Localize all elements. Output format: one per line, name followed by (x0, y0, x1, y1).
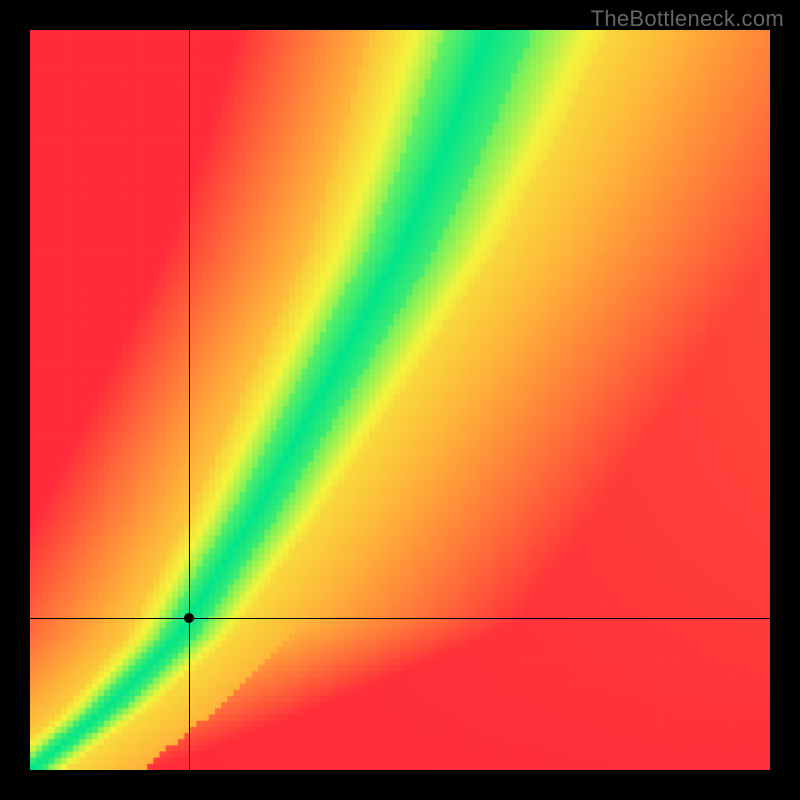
crosshair-vertical (189, 30, 190, 770)
heatmap-plot (30, 30, 770, 770)
crosshair-marker (184, 613, 194, 623)
watermark-text: TheBottleneck.com (591, 6, 784, 32)
crosshair-horizontal (30, 618, 770, 619)
heatmap-canvas (30, 30, 770, 770)
chart-container: TheBottleneck.com (0, 0, 800, 800)
